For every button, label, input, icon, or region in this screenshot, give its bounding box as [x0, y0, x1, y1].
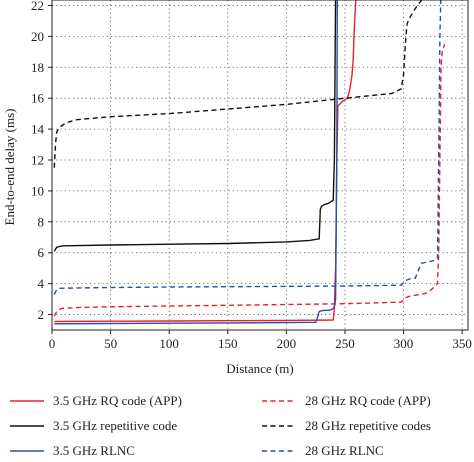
- x-tick-label: 200: [277, 336, 297, 351]
- legend: 3.5 GHz RQ code (APP) 3.5 GHz repetitive …: [10, 393, 431, 458]
- series-line-5: [53, 0, 423, 168]
- x-tick-label: 250: [335, 336, 355, 351]
- series-line-1: [54, 0, 357, 323]
- x-axis-title: Distance (m): [226, 361, 294, 376]
- y-tick-label: 18: [31, 60, 44, 75]
- y-tick-label: 20: [31, 29, 44, 44]
- legend-label: 3.5 GHz RLNC: [53, 443, 135, 458]
- x-tick-label: 150: [218, 336, 238, 351]
- y-tick-label: 12: [31, 153, 44, 168]
- legend-label: 3.5 GHz RQ code (APP): [53, 393, 182, 408]
- series-line-6: [53, 0, 442, 295]
- x-tick-label: 300: [394, 336, 414, 351]
- y-tick-label: 14: [31, 122, 45, 137]
- plot-frame: [51, 0, 469, 331]
- legend-label: 28 GHz RLNC: [305, 443, 384, 458]
- series-line-3: [54, 0, 338, 325]
- y-tick-label: 6: [38, 245, 45, 260]
- series-lines: [53, 0, 446, 325]
- y-tick-label: 22: [31, 0, 44, 13]
- x-tick-label: 100: [159, 336, 179, 351]
- x-tick-label: 0: [49, 336, 56, 351]
- x-tick-label: 50: [104, 336, 117, 351]
- legend-label: 28 GHz RQ code (APP): [305, 393, 431, 408]
- legend-label: 28 GHz repetitive codes: [305, 418, 431, 433]
- y-tick-label: 8: [38, 214, 45, 229]
- y-tick-label: 2: [38, 307, 45, 322]
- y-tick-label: 4: [38, 276, 45, 291]
- y-axis-title: End-to-end delay (ms): [2, 109, 17, 226]
- legend-label: 3.5 GHz repetitive code: [53, 418, 177, 433]
- y-tick-label: 16: [31, 91, 45, 106]
- series-line-2: [53, 0, 337, 252]
- axis-ticks: 0 50 100 150 200 250 300 350 2 4 6 8 10 12 14 16 18 20 22: [31, 0, 472, 351]
- series-line-4: [53, 43, 446, 317]
- x-tick-label: 350: [452, 336, 472, 351]
- y-tick-label: 10: [31, 183, 44, 198]
